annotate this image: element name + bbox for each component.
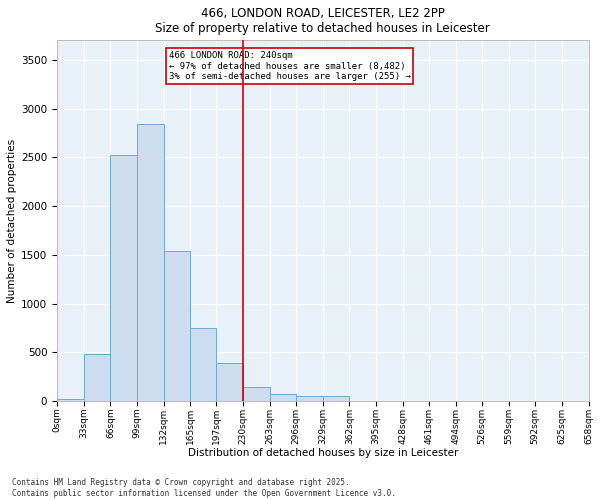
Text: 466 LONDON ROAD: 240sqm
← 97% of detached houses are smaller (8,482)
3% of semi-: 466 LONDON ROAD: 240sqm ← 97% of detache… <box>169 51 410 81</box>
Bar <box>57 400 84 402</box>
Bar <box>296 396 323 402</box>
Bar <box>110 156 137 402</box>
Bar <box>269 394 296 402</box>
Bar <box>190 328 216 402</box>
Bar <box>216 363 243 402</box>
Y-axis label: Number of detached properties: Number of detached properties <box>7 138 17 303</box>
Bar <box>164 251 190 402</box>
Bar <box>137 124 164 402</box>
Text: Contains HM Land Registry data © Crown copyright and database right 2025.
Contai: Contains HM Land Registry data © Crown c… <box>12 478 396 498</box>
X-axis label: Distribution of detached houses by size in Leicester: Distribution of detached houses by size … <box>188 448 458 458</box>
Title: 466, LONDON ROAD, LEICESTER, LE2 2PP
Size of property relative to detached house: 466, LONDON ROAD, LEICESTER, LE2 2PP Siz… <box>155 7 490 35</box>
Bar <box>323 396 349 402</box>
Bar <box>84 354 110 402</box>
Bar <box>243 386 269 402</box>
